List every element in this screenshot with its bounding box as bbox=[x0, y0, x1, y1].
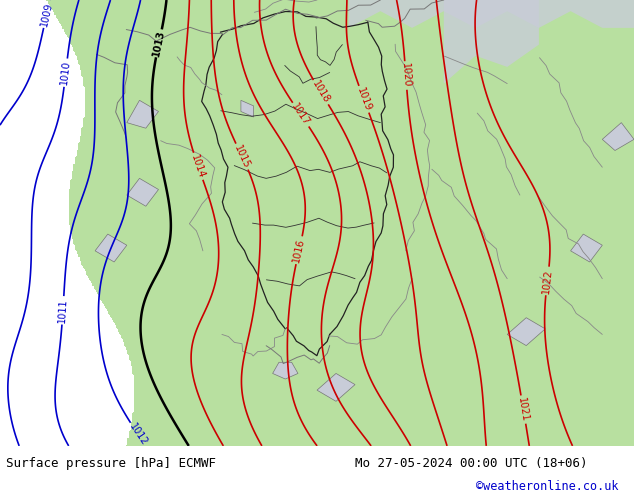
Text: 1015: 1015 bbox=[232, 143, 252, 170]
Text: 1014: 1014 bbox=[190, 153, 207, 179]
Polygon shape bbox=[507, 318, 545, 345]
Text: 1018: 1018 bbox=[310, 79, 332, 105]
Polygon shape bbox=[273, 362, 298, 379]
Polygon shape bbox=[95, 234, 127, 262]
Text: 1019: 1019 bbox=[355, 86, 373, 113]
Polygon shape bbox=[241, 100, 254, 117]
Polygon shape bbox=[444, 0, 539, 84]
Polygon shape bbox=[127, 100, 158, 128]
Text: 1016: 1016 bbox=[292, 237, 307, 263]
Text: ©weatheronline.co.uk: ©weatheronline.co.uk bbox=[476, 480, 618, 490]
Text: 1022: 1022 bbox=[541, 268, 553, 294]
Text: Surface pressure [hPa] ECMWF: Surface pressure [hPa] ECMWF bbox=[6, 457, 216, 470]
Text: 1010: 1010 bbox=[60, 60, 72, 85]
Polygon shape bbox=[349, 0, 634, 28]
Text: 1011: 1011 bbox=[57, 298, 68, 323]
Polygon shape bbox=[602, 122, 634, 150]
Text: 1020: 1020 bbox=[400, 63, 411, 88]
Text: 1012: 1012 bbox=[127, 422, 150, 448]
Text: 1017: 1017 bbox=[290, 101, 312, 127]
Text: Mo 27-05-2024 00:00 UTC (18+06): Mo 27-05-2024 00:00 UTC (18+06) bbox=[355, 457, 588, 470]
Text: 1021: 1021 bbox=[517, 396, 530, 422]
Text: 1013: 1013 bbox=[152, 29, 167, 57]
Polygon shape bbox=[571, 234, 602, 262]
Polygon shape bbox=[317, 373, 355, 401]
Text: 1009: 1009 bbox=[39, 1, 55, 27]
Polygon shape bbox=[127, 178, 158, 206]
